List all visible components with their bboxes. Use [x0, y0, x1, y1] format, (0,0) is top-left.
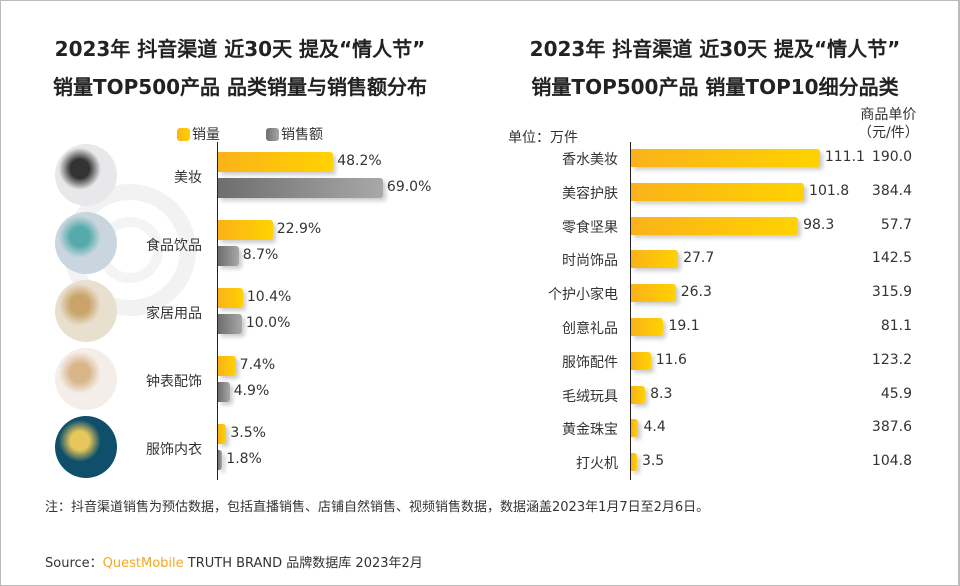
legend-swatch-yellow [177, 128, 190, 141]
bar-value-label: 48.2% [337, 153, 382, 169]
category-label: 香水美妆 [562, 152, 618, 168]
price-header: 商品单价 （元/件） [858, 106, 919, 142]
unit-price: 190.0 [871, 149, 912, 165]
bar-value-label: 69.0% [386, 179, 432, 195]
bar-value-label: 3.5 [641, 453, 665, 470]
category-label: 毛绒玩具 [562, 388, 618, 405]
category-label: 黄金珠宝 [562, 422, 618, 439]
price-header-line2: （元/件） [858, 125, 919, 141]
bar-sales-volume [631, 419, 639, 438]
bar-value-label: 8.3 [650, 385, 673, 402]
unit-price: 104.8 [871, 453, 912, 470]
bar-value-label: 4.4 [643, 419, 666, 436]
legend-swatch-gray [266, 128, 279, 141]
category-label: 时尚饰品 [562, 253, 618, 270]
legend-label: 销量 [192, 127, 220, 143]
category-image-1 [55, 212, 117, 274]
bar-sales-volume [631, 250, 679, 269]
category-image-0 [55, 144, 117, 206]
unit-price: 45.9 [880, 385, 912, 402]
category-label: 创意礼品 [562, 321, 618, 337]
unit-price: 57.7 [880, 216, 912, 233]
right-axis [630, 142, 631, 480]
category-label: 个护小家电 [548, 287, 618, 304]
bar-sales-volume [218, 288, 243, 308]
unit-price: 123.2 [871, 351, 912, 368]
bar-value-label: 98.3 [803, 216, 835, 233]
category-label: 家居用品 [146, 306, 202, 322]
legend-item-sales-amount: 销售额 [266, 124, 323, 144]
unit-price: 81.1 [880, 318, 912, 334]
bar-sales-volume [631, 385, 646, 404]
price-header-line1: 商品单价 [860, 107, 917, 123]
bar-value-label: 111.1 [824, 149, 865, 165]
legend-label: 销售额 [281, 127, 323, 143]
left-title-line2: 销量TOP500产品 品类销量与销售额分布 [52, 75, 427, 99]
bar-sales-volume [631, 453, 637, 472]
left-title-line1: 2023年 抖音渠道 近30天 提及“情人节” [54, 37, 426, 61]
bar-sales-volume [631, 318, 664, 336]
unit-price: 384.4 [871, 182, 912, 199]
bar-sales-volume [218, 152, 334, 172]
bar-value-label: 3.5% [230, 425, 266, 441]
unit-price: 142.5 [871, 250, 912, 267]
bar-sales-amount [218, 314, 242, 334]
category-label: 美容护肤 [562, 185, 618, 202]
bar-sales-volume [631, 284, 676, 303]
category-label: 食品饮品 [146, 238, 202, 254]
right-chart-title: 2023年 抖音渠道 近30天 提及“情人节” 销量TOP500产品 销量TOP… [495, 30, 935, 106]
bar-sales-volume [631, 182, 805, 201]
unit-price: 315.9 [871, 284, 912, 301]
left-axis [217, 142, 218, 480]
category-label: 服饰配件 [562, 354, 618, 371]
category-label: 服饰内衣 [146, 442, 202, 458]
source-brand: QuestMobile [102, 556, 184, 571]
bar-value-label: 1.8% [226, 451, 262, 467]
footnote: 注：抖音渠道销售为预估数据，包括直播销售、店铺自然销售、视频销售数据，数据涵盖2… [45, 500, 710, 515]
bar-sales-amount [218, 382, 230, 402]
category-label: 打火机 [576, 456, 618, 473]
right-title-line2: 销量TOP500产品 销量TOP10细分品类 [531, 75, 899, 99]
bar-value-label: 7.4% [239, 357, 276, 373]
category-image-4 [55, 416, 117, 478]
bar-sales-volume [631, 216, 799, 235]
bar-sales-volume [218, 424, 227, 444]
bar-value-label: 11.6 [655, 351, 687, 368]
bar-value-label: 101.8 [809, 182, 850, 199]
bar-sales-amount [218, 450, 223, 470]
source: Source：QuestMobile TRUTH BRAND 品牌数据库 202… [45, 552, 423, 571]
bar-value-label: 19.1 [668, 318, 700, 334]
unit-label: 单位：万件 [508, 130, 578, 146]
bar-value-label: 8.7% [242, 247, 279, 263]
bar-sales-volume [631, 351, 651, 370]
right-title-line1: 2023年 抖音渠道 近30天 提及“情人节” [529, 37, 901, 61]
bar-value-label: 10.0% [245, 315, 291, 331]
category-label: 零食坚果 [562, 219, 618, 236]
bar-sales-volume [218, 220, 273, 240]
unit-price: 387.6 [871, 419, 912, 436]
category-image-3 [55, 348, 117, 410]
legend-item-sales-volume: 销量 [177, 124, 220, 144]
bar-value-label: 4.9% [233, 383, 270, 399]
source-prefix: Source： [45, 556, 103, 571]
bar-sales-volume [631, 149, 820, 167]
category-label: 美妆 [174, 170, 202, 186]
bar-sales-amount [218, 246, 239, 266]
bar-value-label: 27.7 [683, 250, 715, 267]
category-label: 钟表配饰 [146, 374, 202, 390]
bar-value-label: 10.4% [246, 289, 292, 305]
bar-value-label: 26.3 [680, 284, 712, 301]
bar-value-label: 22.9% [276, 221, 322, 237]
bar-sales-amount [218, 178, 383, 198]
bar-sales-volume [218, 356, 236, 376]
category-image-2 [55, 280, 117, 342]
source-rest: TRUTH BRAND 品牌数据库 2023年2月 [187, 556, 423, 571]
left-chart-title: 2023年 抖音渠道 近30天 提及“情人节” 销量TOP500产品 品类销量与… [20, 30, 460, 106]
